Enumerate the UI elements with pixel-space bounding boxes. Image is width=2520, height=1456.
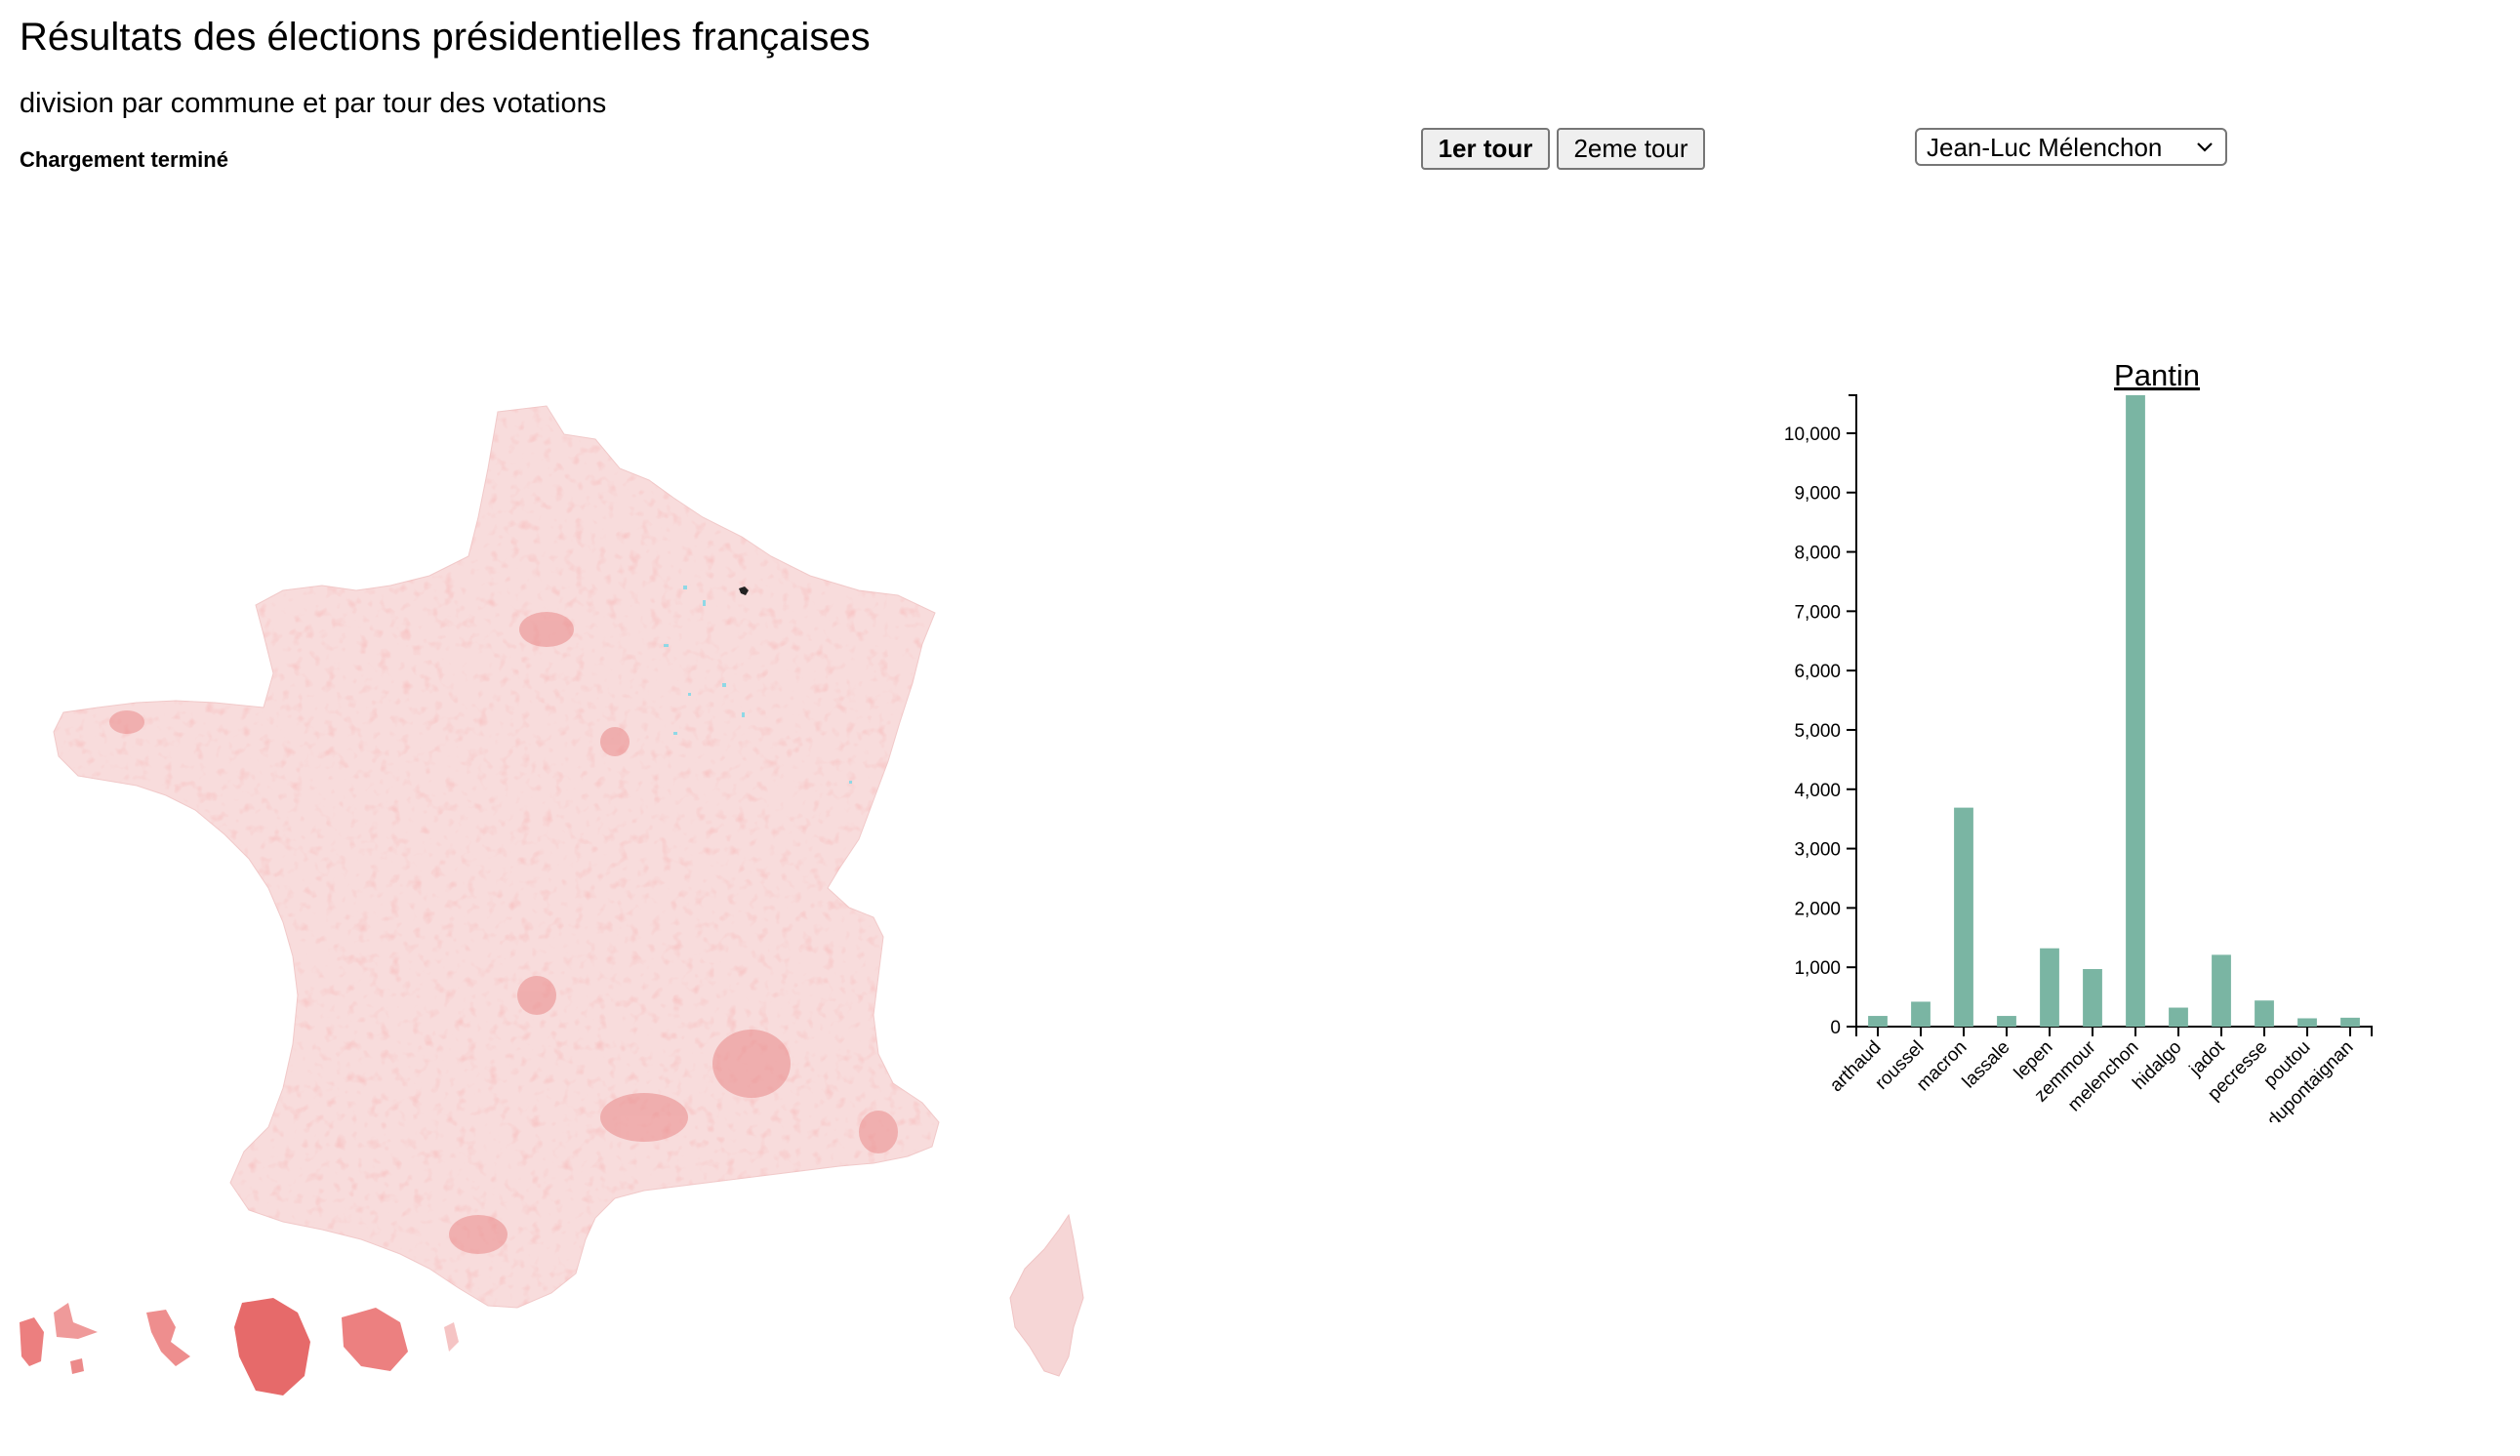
page-title: Résultats des élections présidentielles … bbox=[20, 16, 871, 59]
bar-roussel bbox=[1911, 1001, 1931, 1027]
bar-hidalgo bbox=[2169, 1007, 2188, 1027]
y-tick: 6,000 bbox=[1794, 662, 1856, 682]
page-subtitle: division par commune et par tour des vot… bbox=[20, 88, 607, 119]
y-axis: 0 1,000 2,000 3,000 4,000 5,000 6,000 7,000 8,00… bbox=[1784, 394, 1857, 1038]
y-axis-line bbox=[1849, 394, 1857, 1028]
y-tick-label: 10,000 bbox=[1784, 425, 1841, 445]
loading-status: Chargement terminé bbox=[20, 147, 228, 172]
candidate-select-value: Jean-Luc Mélenchon bbox=[1927, 133, 2163, 162]
bar-zemmour bbox=[2083, 969, 2102, 1027]
bar-arthaud bbox=[1868, 1016, 1888, 1027]
bar-melenchon bbox=[2126, 395, 2145, 1027]
second-round-button[interactable]: 2eme tour bbox=[1557, 128, 1705, 170]
y-tick: 4,000 bbox=[1794, 781, 1856, 801]
candidate-select[interactable]: Jean-Luc Mélenchon bbox=[1915, 128, 2227, 166]
paris-marker bbox=[739, 586, 749, 595]
y-tick-label: 1,000 bbox=[1794, 958, 1841, 979]
y-tick: 3,000 bbox=[1794, 840, 1856, 861]
y-tick: 10,000 bbox=[1784, 425, 1856, 445]
x-axis-line bbox=[1855, 1026, 2373, 1036]
y-tick-label: 6,000 bbox=[1794, 662, 1841, 682]
bar-macron bbox=[1954, 807, 1973, 1027]
france-map[interactable] bbox=[0, 390, 1103, 1405]
bar-lassale bbox=[1997, 1016, 2016, 1027]
x-tick-label: lassale bbox=[1959, 1037, 2014, 1093]
metropolitan-france[interactable] bbox=[53, 405, 940, 1309]
y-tick: 7,000 bbox=[1794, 602, 1856, 623]
first-round-button[interactable]: 1er tour bbox=[1421, 128, 1550, 170]
bar-pecresse bbox=[2255, 1000, 2274, 1027]
corsica[interactable] bbox=[1009, 1213, 1084, 1377]
y-tick: 5,000 bbox=[1794, 721, 1856, 742]
x-tick: hidalgo bbox=[2129, 1027, 2186, 1094]
bar-dupontaignan bbox=[2340, 1017, 2360, 1027]
x-tick-label: hidalgo bbox=[2129, 1037, 2185, 1094]
y-tick: 9,000 bbox=[1794, 484, 1856, 505]
bar-chart: Pantin 0 1,000 2,000 3,000 4,000 5,000 6,000 7,… bbox=[1784, 358, 2373, 1122]
y-tick-label: 7,000 bbox=[1794, 602, 1841, 623]
overseas-territories[interactable] bbox=[20, 1298, 459, 1395]
y-tick-label: 9,000 bbox=[1794, 484, 1841, 505]
y-tick-label: 4,000 bbox=[1794, 781, 1841, 801]
bar-poutou bbox=[2297, 1018, 2317, 1027]
bars bbox=[1868, 395, 2360, 1027]
x-tick: macron bbox=[1913, 1027, 1971, 1095]
y-tick: 8,000 bbox=[1794, 544, 1856, 564]
chevron-down-icon bbox=[2197, 142, 2213, 152]
y-tick-label: 3,000 bbox=[1794, 840, 1841, 861]
y-tick: 0 bbox=[1830, 1018, 1856, 1038]
y-tick-label: 8,000 bbox=[1794, 544, 1841, 564]
y-tick: 2,000 bbox=[1794, 899, 1856, 919]
chart-title: Pantin bbox=[2114, 358, 2200, 392]
y-tick-label: 0 bbox=[1830, 1018, 1841, 1038]
y-tick: 1,000 bbox=[1794, 958, 1856, 979]
y-tick-label: 2,000 bbox=[1794, 899, 1841, 919]
x-axis: arthaudrousselmacronlassalelepenzemmourm… bbox=[1826, 1026, 2373, 1122]
x-tick: lassale bbox=[1959, 1027, 2014, 1092]
y-tick-label: 5,000 bbox=[1794, 721, 1841, 742]
bar-lepen bbox=[2040, 948, 2059, 1027]
x-tick-label: arthaud bbox=[1826, 1037, 1885, 1096]
bar-jadot bbox=[2212, 954, 2231, 1027]
